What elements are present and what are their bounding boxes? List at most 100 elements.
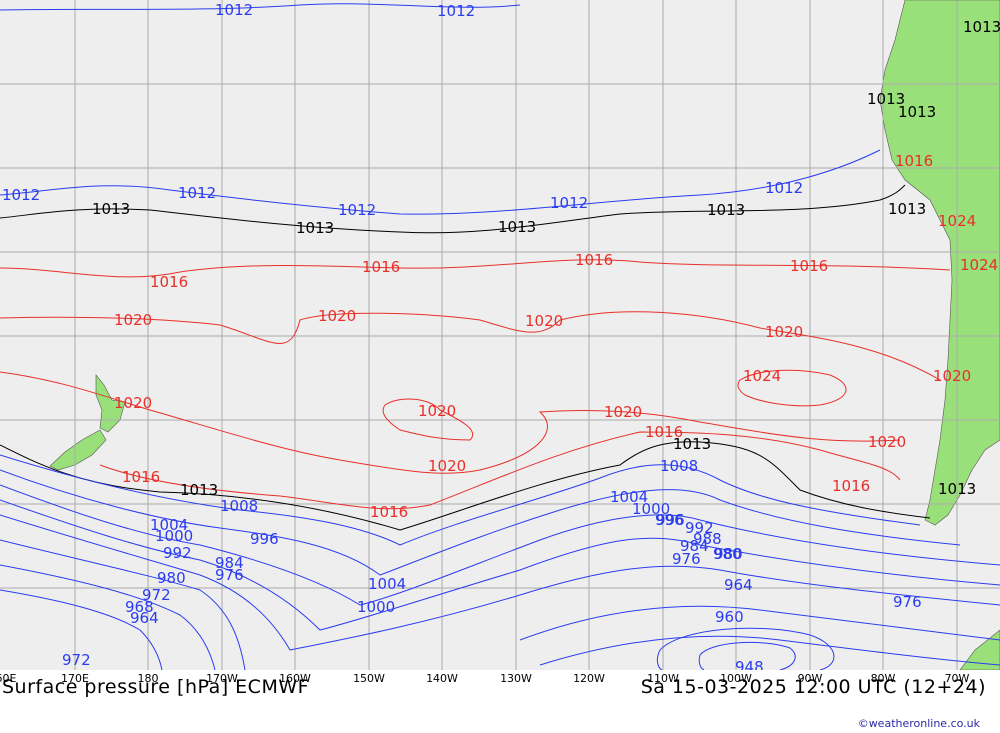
isobar-label: 1020	[525, 312, 563, 330]
isobar-label: 1012	[765, 179, 803, 197]
isobar-1020-south	[0, 371, 901, 474]
isobar-label: 1020	[765, 323, 803, 341]
isobar-label: 976	[672, 550, 701, 568]
longitude-tick: 160W	[279, 672, 311, 685]
isobar-label: 1020	[114, 311, 152, 329]
isobar-label: 1013	[888, 200, 926, 218]
isobar-label: 1012	[338, 201, 376, 219]
antarctic-peninsula-coast	[959, 629, 1000, 670]
isobar-label: 960	[715, 608, 744, 626]
isobar-label: 980	[157, 569, 186, 587]
isobar-label: 1013	[498, 218, 536, 236]
south-america-landmass	[879, 0, 1000, 526]
isobar-1013-south	[0, 441, 931, 531]
isobar-label: 1020	[933, 367, 971, 385]
isobar-label: 1008	[660, 457, 698, 475]
isobar-label: 1000	[357, 598, 395, 616]
isobar-label: 1016	[150, 273, 188, 291]
isobar-label: 976	[893, 593, 922, 611]
credit-link[interactable]: ©weatheronline.co.uk	[857, 717, 980, 730]
new-zealand-north-island	[95, 374, 126, 433]
isobar-label: 1013	[673, 435, 711, 453]
isobar-label: 1016	[370, 503, 408, 521]
isobar-label: 1020	[604, 403, 642, 421]
isobar-label: 1016	[790, 257, 828, 275]
isobar-label: 1013	[296, 219, 334, 237]
isobar-label: 1024	[743, 367, 781, 385]
isobar-label: 984	[680, 537, 709, 555]
longitude-tick: 170E	[61, 672, 89, 685]
isobar-label: 1008	[220, 497, 258, 515]
new-zealand-south-island	[49, 429, 107, 471]
isobar-label: 964	[130, 609, 159, 627]
isobar-label: 1016	[575, 251, 613, 269]
isobar-label: 1000	[632, 500, 670, 518]
isobar-label: 976	[215, 566, 244, 584]
isobar-label: 1024	[938, 212, 976, 230]
isobar-976	[0, 564, 1000, 670]
isobar-1016-south	[99, 431, 901, 510]
longitude-tick: 180	[137, 672, 159, 685]
valid-time: Sa 15-03-2025 12:00 UTC (12+24)	[640, 676, 986, 698]
isobar-948-cell	[698, 641, 796, 670]
isobar-960-cell	[656, 627, 835, 670]
isobar-label: 1013	[180, 481, 218, 499]
isobar-1004	[0, 469, 961, 576]
isobar-1012-north	[0, 3, 521, 11]
isobar-label: 1016	[362, 258, 400, 276]
sea-background	[0, 0, 1000, 670]
longitude-tick: 170W	[206, 672, 238, 685]
isobar-label: 1020	[418, 402, 456, 420]
isobar-label: 1013	[92, 200, 130, 218]
isobar-label: 1004	[150, 516, 188, 534]
isobar-label: 1004	[368, 575, 406, 593]
graticule	[0, 0, 1000, 670]
isobar-label: 1016	[832, 477, 870, 495]
isobar-label: 1016	[122, 468, 160, 486]
longitude-tick: 150W	[353, 672, 385, 685]
isobar-label: 984	[215, 554, 244, 572]
longitude-tick: 140W	[426, 672, 458, 685]
isobar-label: 1012	[215, 1, 253, 19]
pressure-chart: 1012 1012 1012 1012 1012 1012 1012 1013 …	[0, 0, 1000, 670]
product-title: Surface pressure [hPa] ECMWF	[2, 676, 310, 698]
isobar-1020-cell	[382, 398, 473, 441]
isobar-label: 1012	[2, 186, 40, 204]
longitude-tick: 80W	[870, 672, 896, 685]
isobar-label: 980	[713, 545, 742, 563]
isobar-1016	[0, 259, 951, 278]
isobar-label: 1016	[645, 423, 683, 441]
isobar-label: 1020	[868, 433, 906, 451]
isobar-label: 980	[714, 545, 743, 563]
longitude-tick: 130W	[500, 672, 532, 685]
isobar-label: 1020	[114, 394, 152, 412]
isobar-label: 996	[250, 530, 279, 548]
isobar-label: 948	[735, 658, 764, 670]
isobar-1020	[0, 311, 941, 381]
longitude-tick: 120W	[573, 672, 605, 685]
isobar-label: 1013	[867, 90, 905, 108]
isobar-label: 1013	[898, 103, 936, 121]
longitude-tick: 60E	[0, 672, 17, 685]
longitude-tick: 110W	[647, 672, 679, 685]
isobar-label: 1013	[938, 480, 976, 498]
isobar-label: 972	[142, 586, 171, 604]
isobar-1000	[0, 484, 1000, 606]
isobar-996	[0, 499, 1000, 631]
longitude-tick: 90W	[797, 672, 823, 685]
isobar-label: 1020	[318, 307, 356, 325]
isobar-label: 1016	[895, 152, 933, 170]
longitude-tick: 70W	[944, 672, 970, 685]
isobar-label: 996	[656, 511, 685, 529]
isobar-label: 972	[62, 651, 91, 669]
isobar-984	[0, 539, 1000, 670]
longitude-tick: 100W	[720, 672, 752, 685]
isobar-1012	[0, 149, 881, 215]
isobar-label: 992	[685, 519, 714, 537]
isobar-label: 1012	[178, 184, 216, 202]
isobar-968	[0, 589, 163, 670]
isobar-label: 1020	[428, 457, 466, 475]
isobar-label: 1012	[550, 194, 588, 212]
isobar-label: 996	[655, 511, 684, 529]
isobar-label: 1024	[960, 256, 998, 274]
